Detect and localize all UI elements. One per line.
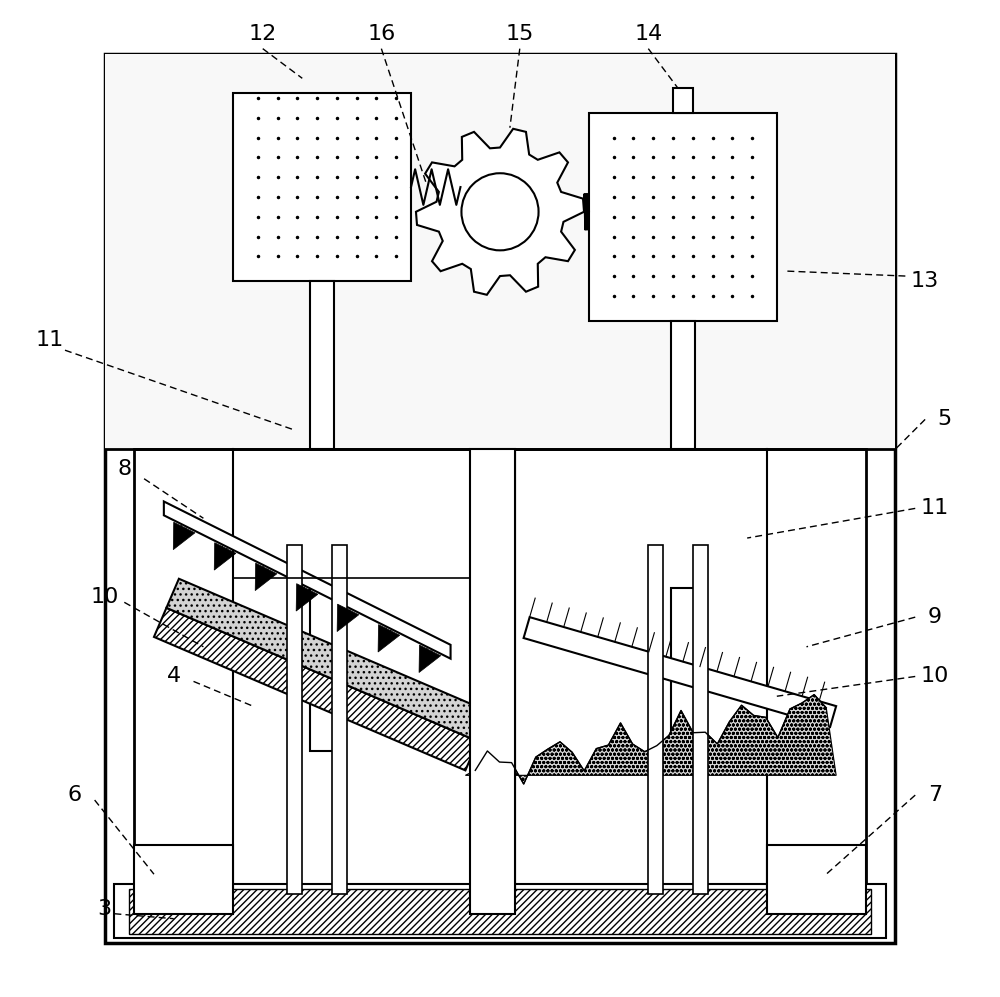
Bar: [134, 844, 233, 913]
Bar: [114, 884, 886, 938]
Bar: [648, 545, 663, 894]
Text: 15: 15: [506, 24, 534, 44]
Polygon shape: [255, 563, 277, 590]
Text: 4: 4: [167, 666, 181, 687]
Text: 7: 7: [928, 785, 942, 806]
Text: 14: 14: [634, 24, 662, 44]
Polygon shape: [337, 604, 359, 631]
Text: 12: 12: [249, 24, 277, 44]
Bar: [233, 93, 411, 281]
Bar: [671, 321, 695, 449]
Text: 11: 11: [921, 498, 949, 518]
Text: 16: 16: [367, 24, 395, 44]
Bar: [671, 588, 695, 751]
Bar: [332, 545, 347, 894]
Polygon shape: [378, 624, 400, 652]
Bar: [105, 54, 895, 449]
Bar: [310, 281, 334, 449]
Bar: [767, 844, 866, 913]
Bar: [589, 113, 777, 321]
Text: 3: 3: [97, 899, 112, 919]
Polygon shape: [214, 542, 236, 570]
Bar: [310, 588, 334, 751]
Text: 9: 9: [928, 607, 942, 627]
Polygon shape: [416, 129, 584, 295]
Polygon shape: [154, 608, 478, 771]
Text: 13: 13: [911, 271, 939, 291]
Bar: [105, 54, 895, 943]
Bar: [470, 449, 515, 913]
Text: 8: 8: [117, 459, 131, 479]
Text: 10: 10: [90, 587, 119, 607]
Text: 10: 10: [921, 666, 949, 687]
Polygon shape: [465, 695, 836, 784]
Polygon shape: [419, 645, 441, 673]
Polygon shape: [164, 501, 451, 659]
Bar: [470, 449, 515, 913]
Text: 6: 6: [68, 785, 82, 806]
Polygon shape: [296, 583, 318, 611]
Text: 11: 11: [36, 330, 64, 350]
Bar: [287, 545, 302, 894]
Bar: [129, 889, 871, 933]
Polygon shape: [166, 578, 490, 742]
Text: 5: 5: [938, 410, 952, 430]
Bar: [693, 545, 708, 894]
Polygon shape: [524, 617, 836, 727]
Bar: [673, 88, 693, 113]
Bar: [134, 449, 866, 913]
Polygon shape: [173, 522, 195, 549]
